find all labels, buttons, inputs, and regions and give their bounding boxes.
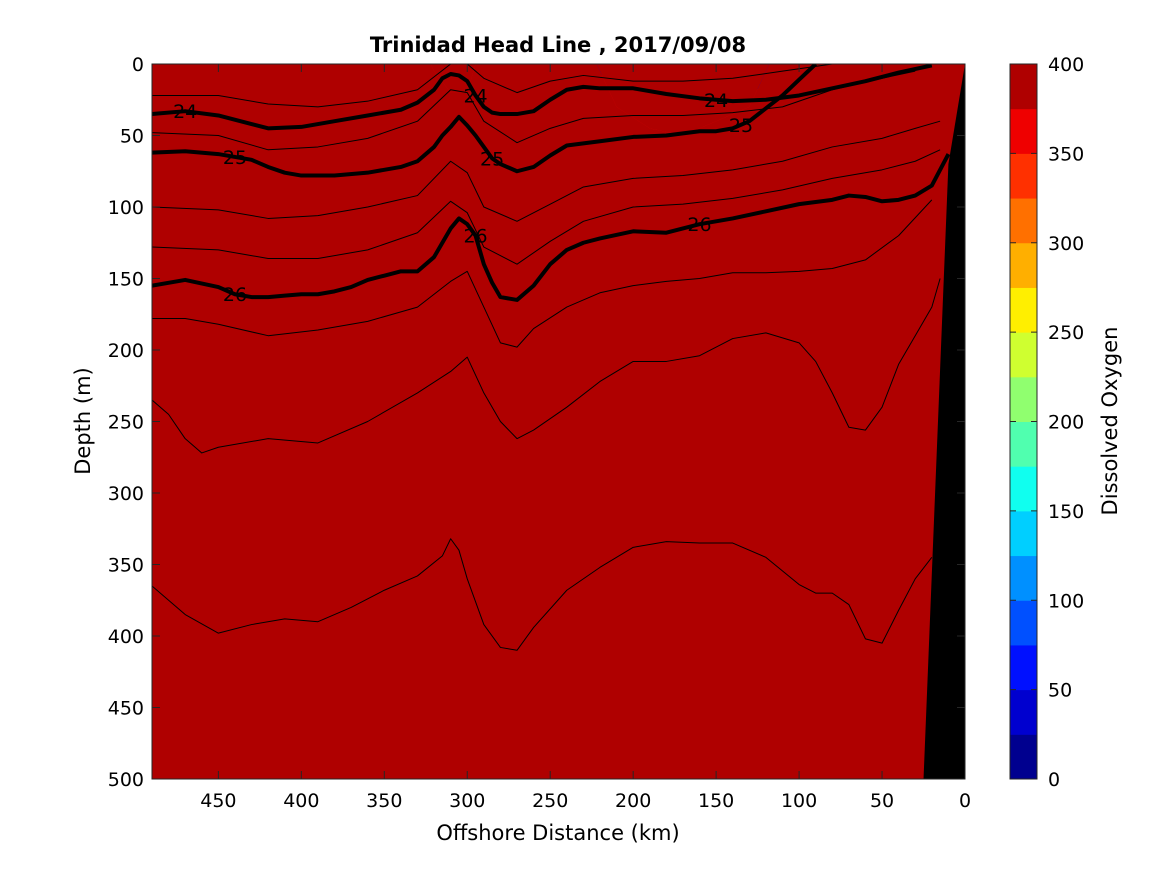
colorbar-swatch xyxy=(1010,555,1037,601)
colorbar-tick-label: 250 xyxy=(1048,322,1084,344)
colorbar-swatch xyxy=(1010,734,1037,780)
x-axis-label: Offshore Distance (km) xyxy=(436,821,679,845)
x-tick-label: 150 xyxy=(698,790,734,812)
x-tick-label: 50 xyxy=(870,790,894,812)
isopycnal-25-5 xyxy=(152,120,941,222)
y-tick-label: 150 xyxy=(108,269,144,291)
x-tick-label: 450 xyxy=(200,790,236,812)
bathymetry-polygon xyxy=(923,64,965,779)
x-tick-label: 350 xyxy=(366,790,402,812)
colorbar-tick-label: 150 xyxy=(1048,501,1084,523)
x-tick-label: 0 xyxy=(959,790,971,812)
colorbar-swatch xyxy=(1010,108,1037,154)
oxygen-band-top xyxy=(430,64,770,136)
colorbar-swatch xyxy=(1010,644,1037,691)
colorbar xyxy=(1010,64,1037,780)
isopycnal-label-25: 25 xyxy=(480,148,504,170)
y-tick-label: 100 xyxy=(108,197,144,219)
x-axis: 450 400 350 300 250 200 150 100 50 0 xyxy=(200,64,971,812)
colorbar-swatch xyxy=(1010,376,1037,422)
isopycnal-25-8 xyxy=(152,149,941,265)
y-tick-label: 250 xyxy=(108,412,144,434)
colorbar-label: Dissolved Oxygen xyxy=(1098,327,1122,516)
isopycnal-23 xyxy=(152,64,836,108)
colorbar-tick-label: 200 xyxy=(1048,412,1084,434)
colorbar-tick-label: 400 xyxy=(1048,54,1084,76)
colorbar-swatch xyxy=(1010,242,1037,288)
y-tick-label: 350 xyxy=(108,555,144,577)
colorbar-swatch xyxy=(1010,466,1037,512)
isopycnal-26 xyxy=(152,153,951,302)
chart-title: Trinidad Head Line , 2017/09/08 xyxy=(370,33,746,57)
isopycnal-24-5 xyxy=(152,70,916,151)
x-tick-label: 300 xyxy=(449,790,485,812)
isopycnal-label-24: 24 xyxy=(173,101,197,123)
plot-area xyxy=(152,64,965,779)
colorbar-ticks: 0 50 100 150 200 250 300 350 400 xyxy=(1010,54,1084,791)
isopycnal-26-3 xyxy=(152,199,933,348)
x-tick-label: 250 xyxy=(532,790,568,812)
colorbar-swatch xyxy=(1010,198,1037,244)
y-tick-label: 50 xyxy=(120,126,144,148)
y-tick-label: 500 xyxy=(108,769,144,791)
oxygen-band-375 xyxy=(152,64,965,779)
colorbar-tick-label: 0 xyxy=(1048,769,1060,791)
isopycnal-label-26: 26 xyxy=(463,226,487,248)
colorbar-swatch xyxy=(1010,689,1037,735)
isopycnal-label-24: 24 xyxy=(463,85,487,107)
isopycnal-label-24: 24 xyxy=(704,90,728,112)
isopycnal-25 xyxy=(152,64,818,178)
colorbar-tick-label: 50 xyxy=(1048,680,1072,702)
isopycnal-26-7 xyxy=(152,538,933,651)
isopycnal-26-5 xyxy=(152,278,941,454)
colorbar-swatch xyxy=(1010,332,1037,378)
y-tick-label: 0 xyxy=(132,54,144,76)
y-axis: 0 50 100 150 200 250 300 350 400 450 500 xyxy=(108,54,965,791)
y-tick-label: 300 xyxy=(108,483,144,505)
y-tick-label: 400 xyxy=(108,626,144,648)
colorbar-swatch xyxy=(1010,421,1037,467)
colorbar-swatch xyxy=(1010,153,1037,199)
y-tick-label: 200 xyxy=(108,340,144,362)
isopycnal-label-25: 25 xyxy=(729,115,753,137)
colorbar-tick-label: 300 xyxy=(1048,233,1084,255)
isopycnal-24 xyxy=(152,64,933,131)
colorbar-swatch xyxy=(1010,510,1037,557)
colorbar-swatch xyxy=(1010,287,1037,333)
colorbar-swatch xyxy=(1010,64,1037,110)
colorbar-tick-label: 100 xyxy=(1048,590,1084,612)
isopycnal-label-25: 25 xyxy=(223,147,247,169)
oxygen-contour-fills xyxy=(152,64,965,779)
y-tick-label: 450 xyxy=(108,698,144,720)
x-tick-label: 100 xyxy=(781,790,817,812)
isopycnal-label-26: 26 xyxy=(687,214,711,236)
y-axis-label: Depth (m) xyxy=(71,367,95,474)
colorbar-swatch xyxy=(1010,600,1037,646)
x-tick-label: 400 xyxy=(283,790,319,812)
isopycnal-label-26: 26 xyxy=(223,284,247,306)
x-tick-label: 200 xyxy=(615,790,651,812)
colorbar-tick-label: 350 xyxy=(1048,143,1084,165)
isopycnal-lines xyxy=(152,64,951,651)
